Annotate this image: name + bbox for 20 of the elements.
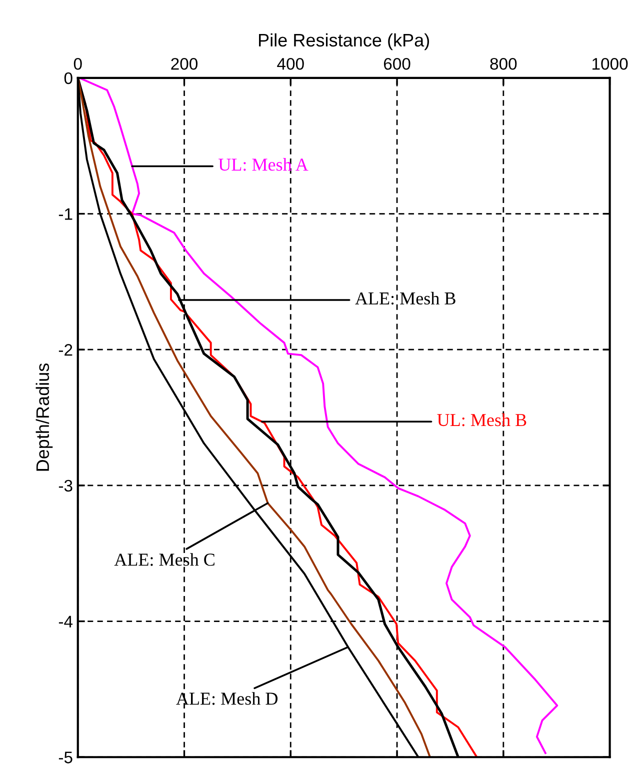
x-tick-label: 600 bbox=[384, 58, 410, 70]
y-tick-label: -5 bbox=[58, 752, 72, 764]
y-tick-label: -4 bbox=[58, 616, 73, 628]
y-tick-label: -2 bbox=[58, 344, 72, 356]
x-tick-label: 200 bbox=[171, 58, 198, 70]
line-series bbox=[78, 78, 558, 754]
text: UL: Mesh A bbox=[218, 158, 308, 171]
annotation: ALE: Mesh D bbox=[176, 692, 278, 705]
x-tick-label: 0 bbox=[74, 58, 82, 70]
x-tick-label: 400 bbox=[277, 58, 304, 70]
x-axis-title: Pile Resistance (kPa) bbox=[259, 33, 430, 50]
annotation: ALE: Mesh C bbox=[114, 553, 214, 566]
x-tick-label: 800 bbox=[490, 58, 517, 70]
x-tick-label: 1000 bbox=[592, 58, 628, 70]
y-tick-label: -3 bbox=[58, 480, 72, 492]
y-tick-label: 0 bbox=[64, 72, 72, 84]
y-tick-label: -1 bbox=[58, 208, 72, 220]
text: UL: Mesh B bbox=[437, 413, 526, 426]
annotation: ALE: Mesh B bbox=[355, 292, 456, 305]
y-axis-title: Depth/Radius bbox=[36, 363, 53, 471]
